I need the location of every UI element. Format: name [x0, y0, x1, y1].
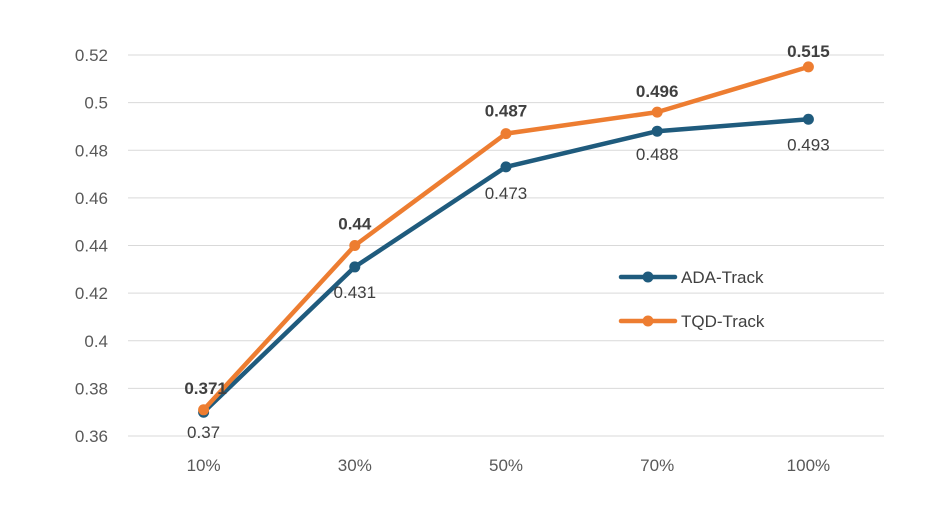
data-point — [349, 240, 361, 251]
gridlines — [128, 54, 884, 437]
data-label: 0.515 — [787, 42, 830, 61]
data-point — [802, 61, 814, 73]
y-tick-label: 0.38 — [75, 379, 108, 398]
data-point — [500, 161, 512, 173]
y-tick-label: 0.46 — [75, 189, 108, 208]
legend-marker — [642, 315, 654, 327]
data-label: 0.487 — [485, 102, 528, 121]
y-tick-label: 0.5 — [84, 94, 108, 113]
data-label: 0.496 — [636, 82, 679, 101]
x-tick-label: 100% — [787, 456, 830, 475]
legend: ADA-Track TQD-Track — [618, 268, 765, 331]
data-label: 0.44 — [338, 215, 372, 234]
y-tick-label: 0.48 — [75, 141, 108, 160]
x-tick-label: 50% — [489, 456, 523, 475]
x-tick-label: 30% — [338, 456, 372, 475]
data-point — [349, 261, 361, 273]
data-labels: 0.37 0.431 0.473 0.488 0.493 0.371 0.44 0.487 0.… — [184, 42, 829, 442]
y-tick-label: 0.42 — [75, 284, 108, 303]
data-label: 0.431 — [334, 283, 377, 302]
data-point — [198, 404, 210, 416]
data-point — [500, 128, 512, 140]
x-tick-label: 10% — [187, 456, 221, 475]
x-axis-tick-labels: 10% 30% 50% 70% 100% — [187, 456, 831, 475]
legend-item-tqd-track: TQD-Track — [618, 312, 765, 331]
data-label: 0.493 — [787, 135, 830, 154]
x-tick-label: 70% — [640, 456, 674, 475]
y-tick-label: 0.52 — [75, 46, 108, 65]
data-label: 0.473 — [485, 184, 528, 203]
series-lines — [198, 61, 814, 418]
data-label: 0.488 — [636, 145, 679, 164]
data-point — [651, 125, 663, 137]
y-tick-label: 0.44 — [75, 237, 108, 256]
data-point — [802, 113, 814, 125]
legend-item-ada-track: ADA-Track — [618, 268, 764, 287]
data-label: 0.37 — [187, 423, 220, 442]
data-label: 0.371 — [184, 379, 227, 398]
legend-label: ADA-Track — [681, 268, 764, 287]
data-point — [651, 106, 663, 118]
y-tick-label: 0.36 — [75, 427, 108, 446]
y-axis-tick-labels: 0.36 0.38 0.4 0.42 0.44 0.46 0.48 0.5 0.52 — [75, 46, 108, 446]
legend-label: TQD-Track — [681, 312, 765, 331]
legend-marker — [642, 271, 654, 283]
y-tick-label: 0.4 — [84, 332, 108, 351]
